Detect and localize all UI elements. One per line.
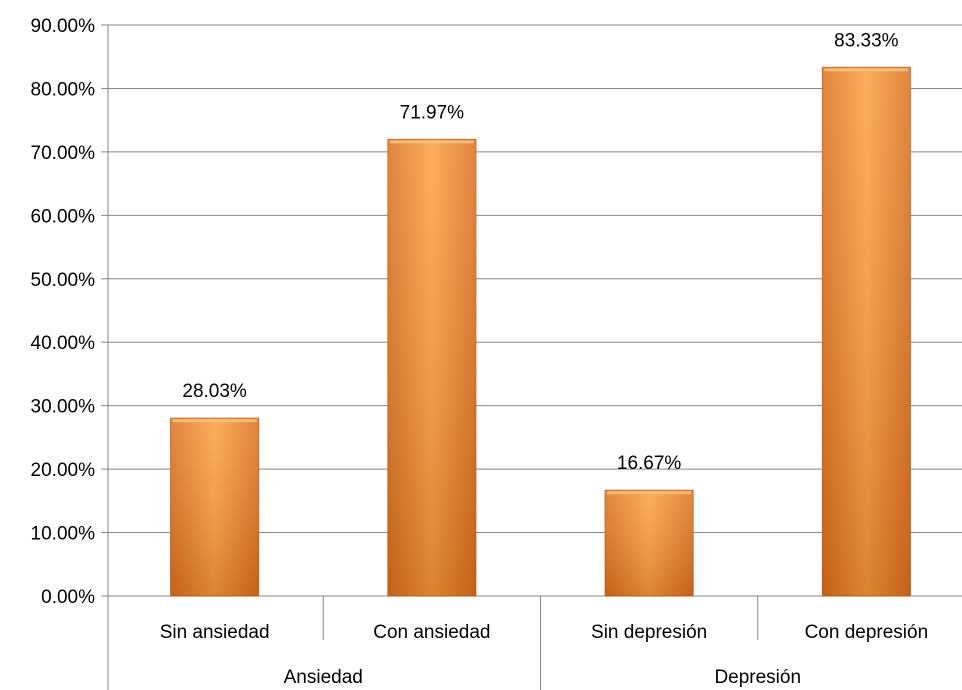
bar-shade [605, 490, 694, 596]
group-label: Ansiedad [284, 667, 363, 688]
y-tick-label: 50.00% [31, 270, 96, 291]
x-tick-label: Con depresión [805, 622, 929, 643]
y-tick-label: 80.00% [31, 79, 96, 100]
y-tick-label: 60.00% [31, 206, 96, 227]
y-tick-label: 30.00% [31, 397, 96, 418]
y-tick-label: 10.00% [31, 524, 96, 545]
bar-shade [822, 67, 911, 596]
y-tick-label: 70.00% [31, 143, 96, 164]
y-tick-label: 20.00% [31, 460, 96, 481]
x-tick-label: Con ansiedad [373, 622, 490, 643]
bar-highlight [172, 419, 257, 423]
bar-shade [387, 139, 476, 597]
x-tick-label: Sin ansiedad [160, 622, 270, 643]
bar-shade [170, 418, 259, 596]
data-label: 83.33% [834, 30, 899, 51]
x-tick-label: Sin depresión [591, 622, 707, 643]
y-tick-label: 40.00% [31, 333, 96, 354]
y-tick-label: 0.00% [41, 587, 95, 608]
data-label: 16.67% [617, 453, 682, 474]
bar-highlight [389, 140, 474, 144]
data-label: 28.03% [182, 381, 247, 402]
y-tick-label: 90.00% [31, 16, 96, 37]
bars [170, 66, 911, 597]
data-label: 71.97% [400, 102, 465, 123]
group-label: Depresión [714, 667, 801, 688]
labels: 0.00% 10.00% 20.00% 30.00% 40.00% 50.00% 60.00… [31, 16, 929, 688]
bar-highlight [824, 68, 909, 72]
bar-highlight [607, 491, 692, 495]
